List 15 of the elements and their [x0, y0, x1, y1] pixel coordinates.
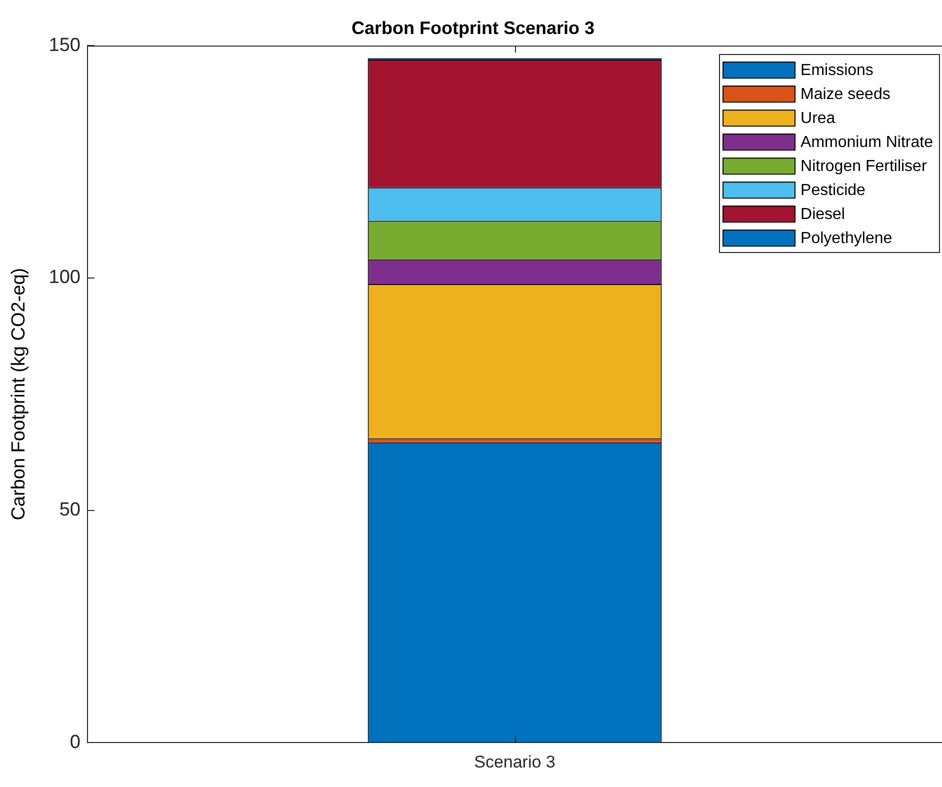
- legend-label: Emissions: [800, 62, 874, 80]
- y-tick-label: 100: [48, 267, 80, 288]
- legend-label: Maize seeds: [800, 86, 890, 104]
- legend-label: Diesel: [800, 206, 845, 224]
- legend-label: Urea: [800, 110, 836, 128]
- legend-label: Nitrogen Fertiliser: [800, 158, 928, 176]
- legend-label: Ammonium Nitrate: [800, 134, 934, 152]
- y-tick-label: 150: [48, 34, 80, 56]
- y-tick-label: 50: [59, 500, 80, 520]
- legend-label: Polyethylene: [800, 230, 892, 248]
- legend-label: Pesticide: [800, 182, 866, 200]
- x-tick-label: Scenario 3: [474, 752, 556, 772]
- chart-title: Carbon Footprint Scenario 3: [351, 18, 595, 38]
- y-axis-title: Carbon Footprint (kg CO2-eq): [8, 268, 30, 520]
- y-tick-label: 0: [70, 732, 80, 753]
